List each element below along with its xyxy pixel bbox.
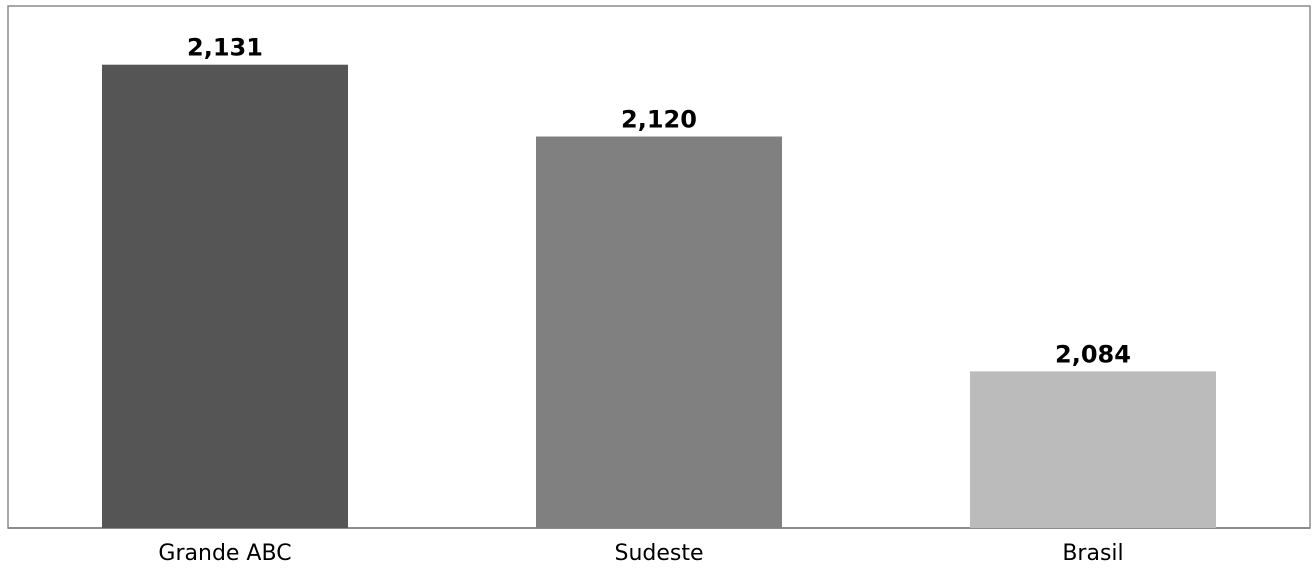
bar-2: [970, 371, 1216, 528]
bar-value-label-1: 2,120: [621, 106, 697, 134]
bar-1: [536, 136, 782, 528]
value-labels-group: 2,131 2,120 2,084: [187, 34, 1131, 369]
category-label-2: Brasil: [1062, 541, 1123, 566]
category-labels-group: Grande ABC Sudeste Brasil: [158, 541, 1123, 566]
bar-value-label-0: 2,131: [187, 34, 263, 62]
category-label-1: Sudeste: [614, 541, 703, 566]
category-label-0: Grande ABC: [158, 541, 291, 566]
bars-group: [102, 64, 1216, 528]
bar-0: [102, 64, 348, 528]
bar-value-label-2: 2,084: [1055, 340, 1131, 368]
